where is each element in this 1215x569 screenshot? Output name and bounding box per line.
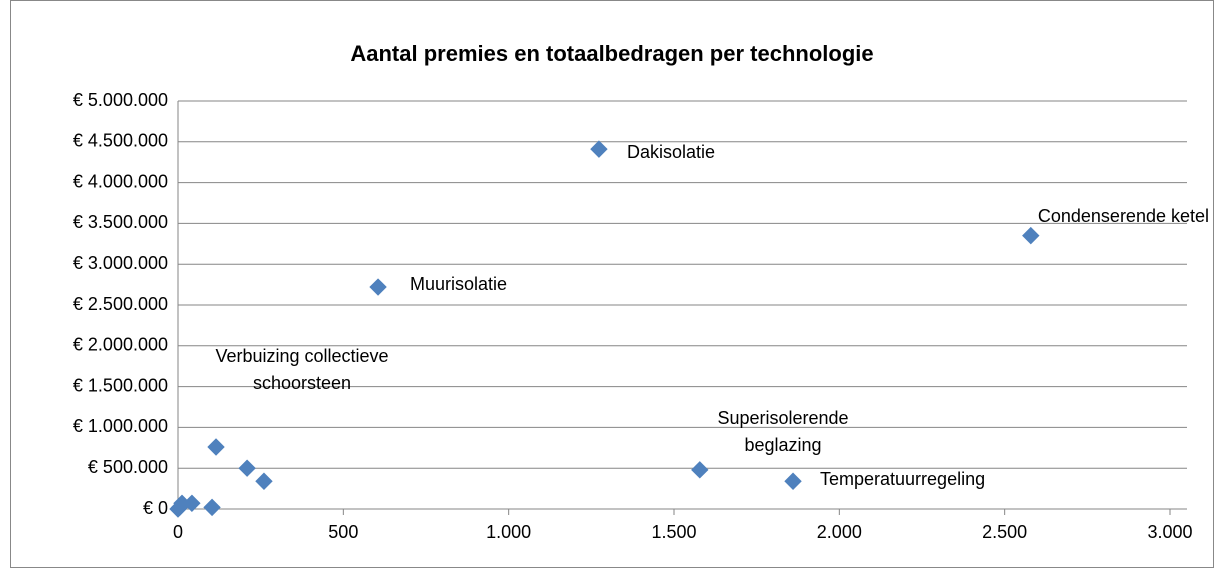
point xyxy=(590,140,608,158)
point xyxy=(169,500,187,518)
chart-title: Aantal premies en totaalbedragen per tec… xyxy=(350,41,873,66)
y-tick-label: € 4.500.000 xyxy=(73,131,168,151)
y-tick-label: € 0 xyxy=(143,498,168,518)
y-tick-label: € 500.000 xyxy=(88,457,168,477)
point xyxy=(1022,226,1040,245)
x-tick-label: 1.500 xyxy=(651,522,696,542)
data-label: Superisolerende beglazing xyxy=(717,408,849,455)
y-tick-label: € 2.000.000 xyxy=(73,335,168,355)
point xyxy=(784,472,802,490)
data-label: Dakisolatie xyxy=(627,142,716,162)
x-tick-label: 3.000 xyxy=(1147,522,1192,542)
x-tick-label: 500 xyxy=(328,522,358,542)
x-tick-label: 2.500 xyxy=(982,522,1027,542)
y-tick-label: € 3.000.000 xyxy=(73,253,168,273)
data-label: Condenserende ketel xyxy=(1037,206,1209,226)
data-label: Temperatuurregeling xyxy=(820,469,986,489)
point xyxy=(255,472,273,490)
y-tick-label: € 3.500.000 xyxy=(73,212,168,232)
x-tick-label: 2.000 xyxy=(817,522,862,542)
x-tick-label: 1.000 xyxy=(486,522,531,542)
data-label: Muurisolatie xyxy=(410,274,508,294)
y-tick-label: € 2.500.000 xyxy=(73,294,168,314)
data-label: Verbuizing collectieve schoorsteen xyxy=(215,346,389,393)
y-tick-label: € 1.500.000 xyxy=(73,375,168,395)
x-tick-label: 0 xyxy=(173,522,183,542)
point xyxy=(691,461,709,479)
point xyxy=(369,278,387,296)
y-tick-label: € 1.000.000 xyxy=(73,416,168,436)
y-tick-label: € 4.000.000 xyxy=(73,171,168,191)
point xyxy=(238,459,256,477)
point xyxy=(203,498,221,517)
chart-border xyxy=(10,0,1214,568)
y-tick-label: € 5.000.000 xyxy=(73,90,168,110)
point xyxy=(207,438,225,456)
